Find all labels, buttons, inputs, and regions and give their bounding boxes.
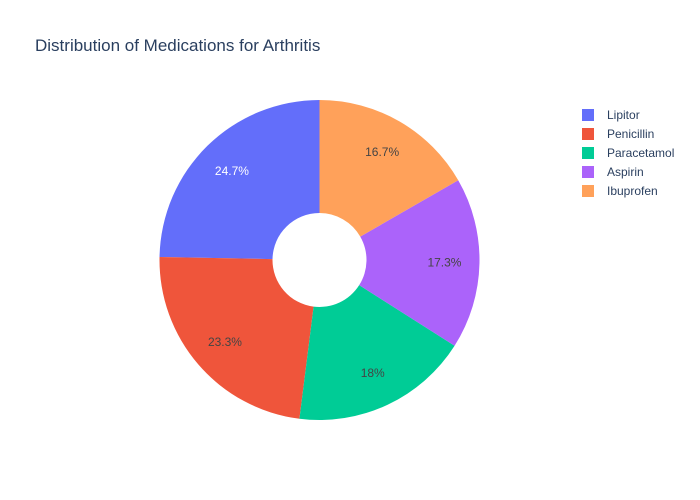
slice-ibuprofen[interactable] [319, 100, 459, 237]
legend: Lipitor Penicillin Paracetamol Aspirin Ibupr… [582, 108, 674, 198]
legend-item-paracetamol[interactable]: Paracetamol [582, 146, 674, 160]
chart-title: Distribution of Medications for Arthriti… [35, 36, 320, 55]
legend-item-penicillin[interactable]: Penicillin [582, 127, 654, 141]
slice-label-paracetamol: 18% [361, 366, 385, 380]
donut-slices [159, 100, 480, 420]
legend-label-aspirin: Aspirin [607, 165, 644, 179]
legend-item-lipitor[interactable]: Lipitor [582, 108, 640, 122]
slice-label-aspirin: 17.3% [427, 256, 461, 270]
legend-label-ibuprofen: Ibuprofen [607, 184, 658, 198]
legend-label-paracetamol: Paracetamol [607, 146, 674, 160]
legend-swatch-aspirin [582, 166, 594, 178]
donut-slice-labels: 24.7% 23.3% 18% 17.3% 16.7% [208, 145, 462, 380]
legend-swatch-paracetamol [582, 147, 594, 159]
slice-label-lipitor: 24.7% [215, 164, 249, 178]
legend-swatch-lipitor [582, 109, 594, 121]
legend-label-penicillin: Penicillin [607, 127, 654, 141]
legend-item-ibuprofen[interactable]: Ibuprofen [582, 184, 658, 198]
slice-paracetamol[interactable] [299, 285, 455, 420]
legend-item-aspirin[interactable]: Aspirin [582, 165, 644, 179]
slice-penicillin[interactable] [159, 256, 314, 419]
legend-label-lipitor: Lipitor [607, 108, 640, 122]
slice-lipitor[interactable] [159, 100, 320, 260]
legend-swatch-ibuprofen [582, 185, 594, 197]
legend-swatch-penicillin [582, 128, 594, 140]
slice-label-ibuprofen: 16.7% [365, 145, 399, 159]
slice-aspirin[interactable] [359, 180, 480, 346]
slice-label-penicillin: 23.3% [208, 335, 242, 349]
